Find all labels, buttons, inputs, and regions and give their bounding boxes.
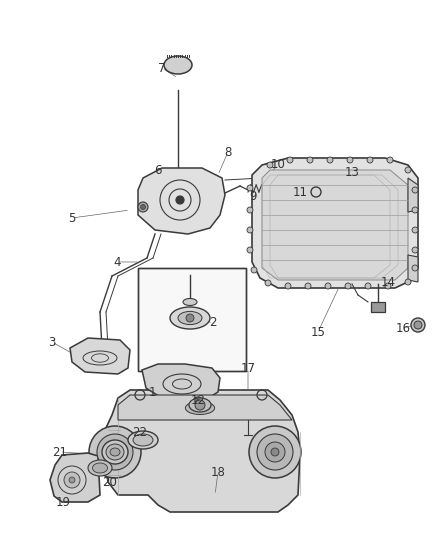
Text: 18: 18: [211, 465, 226, 479]
Circle shape: [305, 283, 311, 289]
Circle shape: [412, 265, 418, 271]
Circle shape: [193, 397, 203, 407]
Text: 1: 1: [148, 386, 156, 400]
Ellipse shape: [177, 398, 223, 418]
Ellipse shape: [183, 298, 197, 305]
Polygon shape: [252, 158, 418, 288]
Text: 6: 6: [154, 164, 162, 176]
Circle shape: [347, 157, 353, 163]
Circle shape: [367, 157, 373, 163]
Ellipse shape: [133, 434, 153, 446]
Circle shape: [69, 477, 75, 483]
Circle shape: [247, 227, 253, 233]
Circle shape: [345, 283, 351, 289]
Circle shape: [365, 283, 371, 289]
Circle shape: [385, 283, 391, 289]
Ellipse shape: [106, 444, 124, 460]
Bar: [138, 268, 246, 371]
Text: 16: 16: [396, 321, 410, 335]
Text: 21: 21: [53, 446, 67, 458]
Text: 20: 20: [102, 475, 117, 489]
Circle shape: [141, 205, 145, 209]
Circle shape: [89, 426, 141, 478]
Ellipse shape: [110, 448, 120, 456]
Ellipse shape: [92, 463, 107, 473]
Text: 13: 13: [345, 166, 360, 179]
Circle shape: [64, 472, 80, 488]
Text: 19: 19: [56, 497, 71, 510]
Circle shape: [285, 283, 291, 289]
Circle shape: [247, 185, 253, 191]
Polygon shape: [118, 395, 292, 420]
Circle shape: [265, 442, 285, 462]
Circle shape: [412, 227, 418, 233]
Text: 22: 22: [133, 425, 148, 439]
Circle shape: [138, 202, 148, 212]
Text: 2: 2: [209, 317, 217, 329]
Circle shape: [186, 314, 194, 322]
Polygon shape: [105, 390, 300, 512]
Circle shape: [327, 157, 333, 163]
Text: 9: 9: [249, 190, 257, 203]
Circle shape: [247, 207, 253, 213]
Polygon shape: [50, 453, 100, 502]
Polygon shape: [70, 338, 130, 374]
Circle shape: [195, 400, 205, 410]
Circle shape: [414, 321, 422, 329]
Text: 7: 7: [158, 61, 166, 75]
Circle shape: [387, 157, 393, 163]
Ellipse shape: [185, 401, 215, 415]
Circle shape: [412, 247, 418, 253]
Ellipse shape: [128, 431, 158, 449]
Ellipse shape: [170, 307, 210, 329]
Circle shape: [412, 187, 418, 193]
Circle shape: [249, 426, 301, 478]
Circle shape: [287, 157, 293, 163]
Ellipse shape: [178, 311, 202, 325]
Text: 11: 11: [293, 187, 307, 199]
Polygon shape: [408, 178, 418, 212]
Text: 12: 12: [191, 393, 205, 407]
Ellipse shape: [102, 440, 128, 464]
Circle shape: [97, 434, 133, 470]
Circle shape: [271, 448, 279, 456]
Circle shape: [105, 442, 125, 462]
Circle shape: [257, 434, 293, 470]
Circle shape: [247, 247, 253, 253]
Ellipse shape: [189, 398, 211, 412]
Polygon shape: [142, 364, 220, 402]
Text: 5: 5: [68, 212, 76, 224]
Text: 15: 15: [311, 326, 325, 338]
Circle shape: [325, 283, 331, 289]
Bar: [138, 268, 246, 371]
Circle shape: [176, 196, 184, 204]
Ellipse shape: [88, 460, 112, 476]
Bar: [371, 302, 385, 312]
Text: 3: 3: [48, 335, 56, 349]
Polygon shape: [138, 168, 225, 234]
Text: 10: 10: [271, 158, 286, 172]
Circle shape: [405, 279, 411, 285]
Text: 17: 17: [240, 361, 255, 375]
Circle shape: [195, 400, 201, 405]
Text: 8: 8: [224, 146, 232, 158]
Circle shape: [405, 167, 411, 173]
Circle shape: [251, 267, 257, 273]
Text: 4: 4: [113, 255, 121, 269]
Polygon shape: [408, 255, 418, 282]
Circle shape: [111, 448, 119, 456]
Ellipse shape: [164, 56, 192, 74]
Circle shape: [412, 207, 418, 213]
Text: 14: 14: [381, 277, 396, 289]
Circle shape: [307, 157, 313, 163]
Polygon shape: [262, 170, 408, 280]
Circle shape: [265, 280, 271, 286]
Circle shape: [411, 318, 425, 332]
Circle shape: [267, 162, 273, 168]
